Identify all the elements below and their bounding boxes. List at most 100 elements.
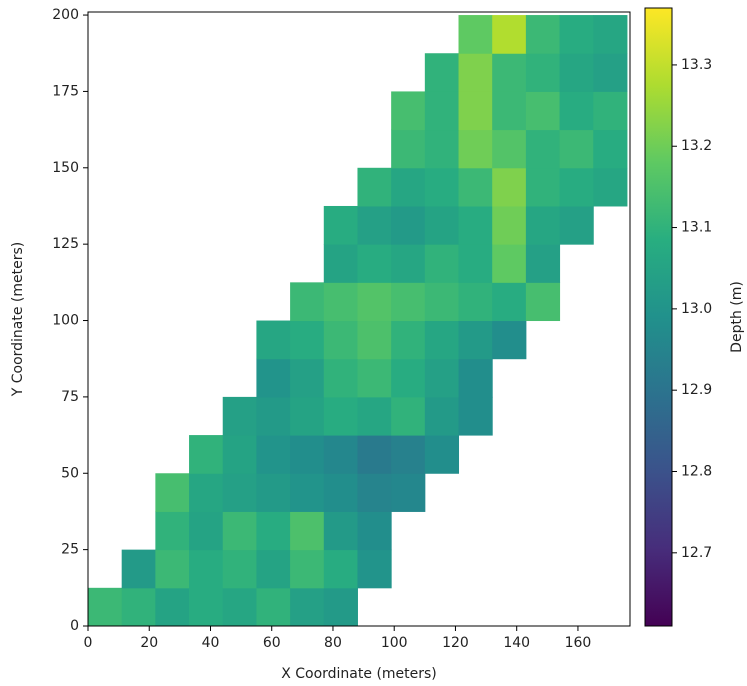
heatmap-cell — [424, 205, 460, 245]
colorbar-label: Depth (m) — [729, 281, 745, 353]
heatmap-cell — [424, 129, 460, 169]
heatmap-cell — [424, 244, 460, 283]
heatmap-cell — [458, 167, 493, 207]
heatmap-cell — [424, 167, 460, 207]
heatmap-cell — [323, 282, 358, 322]
heatmap-cell — [559, 15, 594, 54]
heatmap-cell — [492, 282, 527, 322]
heatmap-cell — [256, 511, 291, 551]
heatmap-cell — [424, 91, 460, 131]
heatmap-cell — [290, 473, 325, 512]
x-tick-label: 80 — [324, 635, 342, 651]
heatmap-cell — [290, 587, 325, 627]
heatmap-cell — [323, 549, 358, 589]
heatmap-cell — [391, 205, 426, 245]
heatmap-cell — [323, 473, 358, 512]
heatmap-cell — [323, 244, 358, 283]
y-tick-label: 75 — [61, 389, 79, 405]
y-tick-label: 175 — [52, 83, 79, 99]
x-tick-label: 40 — [202, 635, 220, 651]
heatmap-cell — [458, 129, 493, 169]
heatmap-cell — [492, 167, 527, 207]
heatmap-cell — [256, 473, 291, 512]
heatmap-cell — [357, 358, 392, 398]
heatmap-cell — [391, 320, 426, 360]
y-tick-label: 200 — [52, 7, 79, 23]
heatmap-cell — [222, 396, 257, 436]
heatmap-cell — [458, 320, 493, 360]
colorbar-tick-label: 13.2 — [681, 138, 712, 154]
heatmap-cell — [357, 282, 392, 322]
heatmap-cell — [222, 473, 257, 512]
heatmap-cell — [357, 244, 392, 283]
x-tick-label: 0 — [84, 635, 93, 651]
heatmap-cell — [391, 282, 426, 322]
heatmap-cell — [290, 320, 325, 360]
heatmap-cell — [525, 15, 561, 54]
heatmap-cell — [593, 53, 628, 92]
heatmap-cell — [391, 167, 426, 207]
x-tick-label: 100 — [381, 635, 408, 651]
heatmap-cell — [256, 587, 291, 627]
heatmap-cell — [391, 435, 426, 474]
heatmap-cell — [155, 473, 190, 512]
heatmap-cell — [256, 549, 291, 589]
heatmap-cell — [525, 244, 561, 283]
heatmap-cell — [559, 167, 594, 207]
heatmap-cell — [492, 129, 527, 169]
heatmap-cell — [424, 396, 460, 436]
heatmap-cell — [424, 282, 460, 322]
heatmap-cell — [222, 587, 257, 627]
heatmap-cell — [189, 435, 224, 474]
heatmap-cell — [189, 511, 224, 551]
heatmap-cell — [458, 91, 493, 131]
x-tick-label: 60 — [263, 635, 281, 651]
heatmap-cell — [424, 435, 460, 474]
colorbar-tick-label: 13.3 — [681, 57, 712, 73]
heatmap-cell — [323, 358, 358, 398]
heatmap-cell — [492, 15, 527, 54]
heatmap-cell — [492, 53, 527, 92]
heatmap-cell — [492, 205, 527, 245]
heatmap-cell — [323, 396, 358, 436]
heatmap-cell — [458, 244, 493, 283]
heatmap-cell — [458, 15, 493, 54]
heatmap-cell — [391, 396, 426, 436]
x-tick-label: 20 — [140, 635, 158, 651]
x-axis-label: X Coordinate (meters) — [281, 666, 437, 682]
heatmap-cell — [290, 282, 325, 322]
heatmap-cell — [458, 396, 493, 436]
heatmap-cell — [424, 358, 460, 398]
heatmap-cell — [155, 549, 190, 589]
heatmap-cell — [559, 129, 594, 169]
heatmap-cell — [391, 473, 426, 512]
heatmap-cell — [323, 435, 358, 474]
heatmap-cell — [189, 473, 224, 512]
heatmap-cell — [357, 435, 392, 474]
heatmap-cell — [357, 511, 392, 551]
heatmap-cell — [525, 91, 561, 131]
heatmap-cell — [559, 205, 594, 245]
heatmap-cell — [391, 244, 426, 283]
heatmap-cell — [323, 205, 358, 245]
heatmap-cell — [256, 358, 291, 398]
colorbar-tick-label: 12.8 — [681, 464, 712, 480]
heatmap-cell — [357, 205, 392, 245]
colorbar-tick-label: 12.9 — [681, 382, 712, 398]
y-tick-label: 150 — [52, 160, 79, 176]
heatmap-cell — [525, 167, 561, 207]
heatmap-cell — [323, 511, 358, 551]
heatmap-cell — [492, 91, 527, 131]
heatmap-cell — [593, 129, 628, 169]
y-tick-label: 0 — [70, 618, 79, 634]
y-tick-label: 100 — [52, 313, 79, 329]
heatmap-cell — [189, 549, 224, 589]
heatmap-cell — [155, 587, 190, 627]
heatmap-cell — [222, 511, 257, 551]
heatmap-cell — [559, 53, 594, 92]
colorbar-tick-label: 13.0 — [681, 301, 712, 317]
heatmap-cell — [357, 167, 392, 207]
heatmap-cell — [391, 129, 426, 169]
